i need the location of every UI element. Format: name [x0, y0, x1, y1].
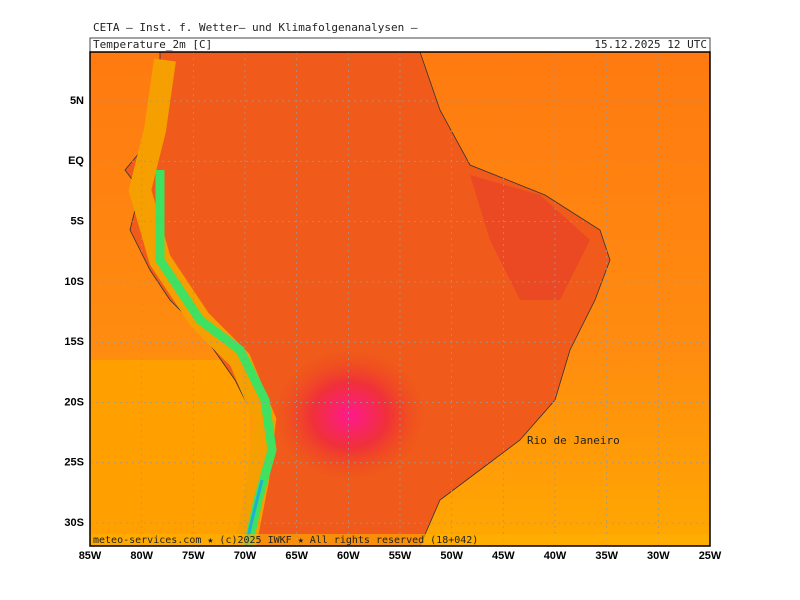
lat-label: 15S — [64, 336, 84, 348]
variable-label: Temperature_2m [C] — [93, 38, 212, 51]
lon-label: 35W — [595, 550, 618, 562]
lat-label: EQ — [68, 155, 84, 167]
lon-label: 40W — [544, 550, 567, 562]
lon-label: 30W — [647, 550, 670, 562]
lon-label: 70W — [234, 550, 257, 562]
institute-title: CETA — Inst. f. Wetter— und Klimafolgena… — [93, 21, 418, 34]
map-frame — [89, 51, 711, 547]
lat-label: 30S — [64, 517, 84, 529]
lon-label: 60W — [337, 550, 360, 562]
lon-label: 65W — [285, 550, 308, 562]
datetime-label: 15.12.2025 12 UTC — [594, 38, 707, 51]
warm-region — [470, 175, 590, 300]
lat-label: 25S — [64, 457, 84, 469]
lon-label: 25W — [699, 550, 722, 562]
footer-bg — [90, 534, 710, 546]
footer: meteo-services.com ★ (c)2025 IWKF ★ All … — [93, 535, 478, 546]
pacific-cool — [90, 360, 250, 546]
lon-label: 50W — [440, 550, 463, 562]
lat-label: 10S — [64, 276, 84, 288]
place-label: Rio de Janeiro — [527, 434, 620, 447]
lon-label: 55W — [389, 550, 412, 562]
lat-label: 5S — [71, 216, 84, 228]
hot-spot — [275, 350, 425, 480]
lon-label: 75W — [182, 550, 205, 562]
map-area: Rio de Janeiro meteo-services.com ★ (c)2… — [90, 52, 710, 546]
lon-label: 80W — [130, 550, 153, 562]
lat-label: 20S — [64, 396, 84, 408]
graticule — [90, 52, 710, 546]
lon-label: 45W — [492, 550, 515, 562]
lat-label: 5N — [70, 95, 84, 107]
lon-label: 85W — [79, 550, 102, 562]
